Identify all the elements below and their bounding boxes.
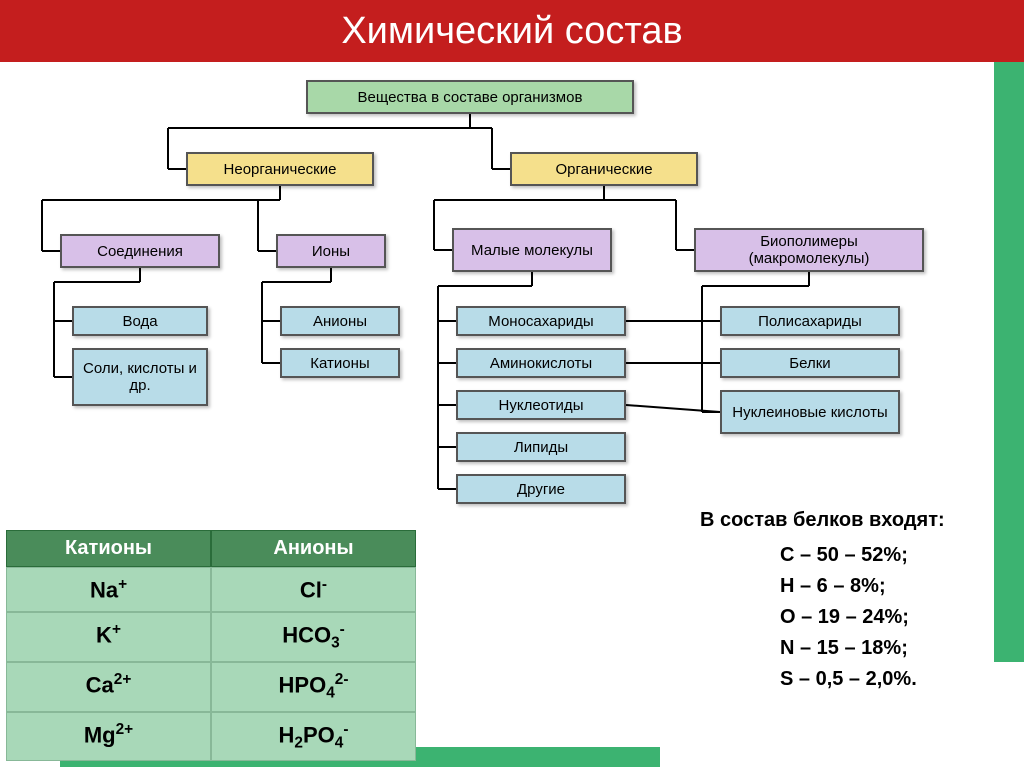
node-biopol: Биополимеры (макромолекулы)	[694, 228, 924, 272]
ion-header-0: Катионы	[6, 530, 211, 567]
node-ions: Ионы	[276, 234, 386, 268]
ion-cell: K+	[6, 612, 211, 662]
ion-table: КатионыАнионы Na+Cl-K+HCO3-Ca2+HPO42-Mg2…	[6, 530, 416, 761]
protein-title: В состав белков входят:	[700, 505, 945, 536]
ion-header-1: Анионы	[211, 530, 416, 567]
ion-row: Mg2+H2PO4-	[6, 712, 416, 762]
node-compounds: Соединения	[60, 234, 220, 268]
node-inorg: Неорганические	[186, 152, 374, 186]
node-small_mol: Малые молекулы	[452, 228, 612, 272]
node-mono: Моносахариды	[456, 306, 626, 336]
ion-cell: Na+	[6, 567, 211, 612]
node-amino: Аминокислоты	[456, 348, 626, 378]
node-root: Вещества в составе организмов	[306, 80, 634, 114]
node-nacids: Нуклеиновые кислоты	[720, 390, 900, 434]
tree-diagram: Вещества в составе организмов Неорганичес…	[0, 62, 1000, 562]
ion-cell: Ca2+	[6, 662, 211, 712]
ion-cell: H2PO4-	[211, 712, 416, 762]
ion-row: Na+Cl-	[6, 567, 416, 612]
node-lipids: Липиды	[456, 432, 626, 462]
node-other: Другие	[456, 474, 626, 504]
node-water: Вода	[72, 306, 208, 336]
ion-cell: Cl-	[211, 567, 416, 612]
node-salts: Соли, кислоты и др.	[72, 348, 208, 406]
node-nucleo: Нуклеотиды	[456, 390, 626, 420]
node-proteins: Белки	[720, 348, 900, 378]
node-polysac: Полисахариды	[720, 306, 900, 336]
protein-row: H – 6 – 8%;	[700, 571, 945, 602]
node-org: Органические	[510, 152, 698, 186]
protein-row: N – 15 – 18%;	[700, 633, 945, 664]
node-anions: Анионы	[280, 306, 400, 336]
ion-cell: HCO3-	[211, 612, 416, 662]
protein-composition: В состав белков входят: C – 50 – 52%;H –…	[700, 505, 945, 695]
ion-row: K+HCO3-	[6, 612, 416, 662]
protein-row: O – 19 – 24%;	[700, 602, 945, 633]
protein-row: S – 0,5 – 2,0%.	[700, 664, 945, 695]
ion-cell: HPO42-	[211, 662, 416, 712]
page-title: Химический состав	[341, 10, 682, 53]
protein-row: C – 50 – 52%;	[700, 540, 945, 571]
ion-row: Ca2+HPO42-	[6, 662, 416, 712]
node-cations: Катионы	[280, 348, 400, 378]
header-bar: Химический состав	[0, 0, 1024, 62]
ion-cell: Mg2+	[6, 712, 211, 762]
